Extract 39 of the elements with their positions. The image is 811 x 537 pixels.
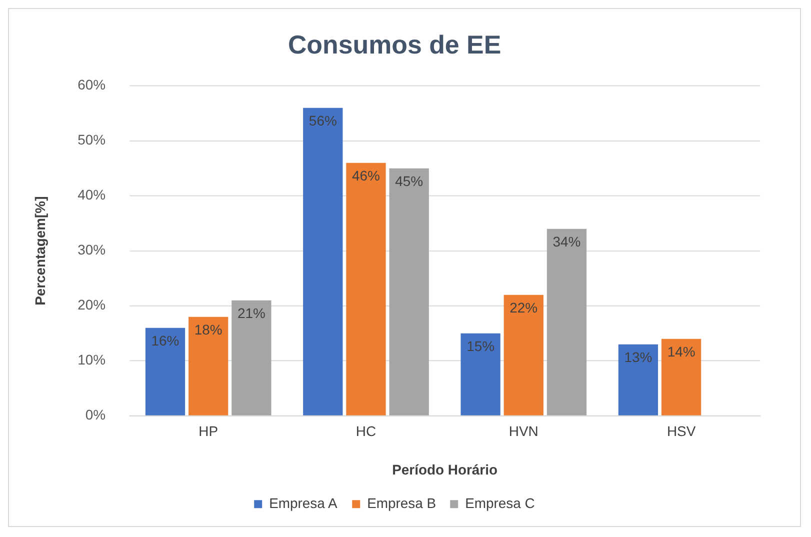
bar [618, 344, 658, 416]
bar [504, 294, 544, 416]
y-tick-label: 10% [78, 352, 106, 368]
data-label: 15% [466, 338, 495, 354]
y-tick-label: 20% [78, 296, 106, 313]
legend-label: Empresa C [465, 494, 535, 511]
data-label: 18% [194, 322, 222, 338]
bar [460, 333, 500, 416]
x-tick-label: HSV [666, 423, 696, 440]
x-axis-title: Período Horário [392, 462, 498, 478]
data-label: 16% [151, 332, 180, 349]
chart-title: Consumos de EE [288, 32, 502, 60]
data-label: 13% [624, 349, 652, 366]
y-tick-label: 50% [78, 132, 106, 148]
data-label: 22% [510, 300, 538, 316]
data-label: 46% [352, 168, 380, 184]
legend-label: Empresa B [367, 494, 436, 511]
data-label: 45% [395, 173, 424, 190]
data-label: 34% [552, 234, 581, 250]
bar [303, 108, 343, 416]
bar [232, 300, 272, 416]
data-label: 56% [308, 112, 337, 129]
x-tick-label: HC [356, 423, 376, 440]
y-tick-label: 0% [85, 406, 106, 423]
y-axis-title: Percentagem[%] [32, 196, 48, 306]
data-label: 14% [667, 344, 696, 360]
bar [546, 228, 587, 416]
x-tick-label: HVN [508, 423, 538, 440]
y-tick-label: 60% [78, 76, 106, 93]
bar [145, 328, 186, 416]
bar [661, 338, 702, 416]
bar [389, 168, 429, 416]
x-tick-label: HP [198, 423, 218, 440]
bar [188, 316, 228, 416]
legend-label: Empresa A [269, 494, 338, 511]
data-label: 21% [237, 305, 266, 322]
y-tick-label: 30% [78, 242, 106, 258]
y-tick-label: 40% [78, 186, 106, 203]
bar [346, 162, 386, 416]
